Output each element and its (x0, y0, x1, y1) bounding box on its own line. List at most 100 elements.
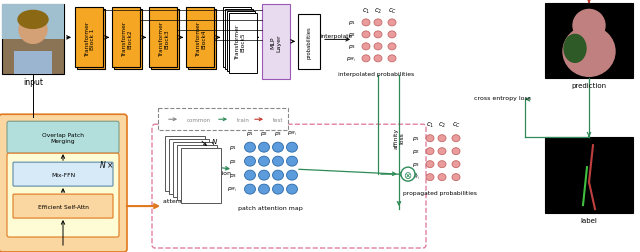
Bar (186, 8, 214, 68)
Text: Efficient Self-Attn: Efficient Self-Attn (38, 204, 88, 209)
Bar (169, 140, 209, 194)
Ellipse shape (273, 156, 284, 167)
Ellipse shape (388, 56, 396, 62)
Bar (545, 138, 633, 213)
Text: attention maps: attention maps (163, 198, 211, 203)
Ellipse shape (452, 135, 460, 142)
Text: test: test (273, 117, 284, 122)
Text: $p_3$: $p_3$ (229, 171, 237, 179)
Ellipse shape (426, 174, 434, 181)
Ellipse shape (452, 148, 460, 155)
Bar (149, 8, 177, 68)
Bar (181, 149, 221, 203)
Ellipse shape (273, 184, 284, 194)
Ellipse shape (362, 56, 370, 62)
Text: $p_3$: $p_3$ (412, 161, 420, 169)
Text: input: input (23, 77, 43, 86)
Ellipse shape (244, 184, 255, 194)
Ellipse shape (388, 44, 396, 51)
Text: $c_2$: $c_2$ (438, 120, 446, 129)
Ellipse shape (563, 27, 615, 77)
Text: Transformer
Block2: Transformer Block2 (122, 22, 132, 57)
Text: $c_1$: $c_1$ (362, 7, 370, 16)
Bar (112, 8, 140, 68)
Text: $p_{M_i}$: $p_{M_i}$ (410, 173, 420, 182)
Ellipse shape (374, 44, 382, 51)
Text: $p_2$: $p_2$ (229, 158, 237, 166)
Ellipse shape (438, 148, 446, 155)
Text: $c_1$: $c_1$ (426, 120, 434, 129)
Text: Mix-FFN: Mix-FFN (51, 172, 75, 177)
Ellipse shape (259, 143, 269, 152)
Bar (151, 10, 179, 70)
Circle shape (401, 168, 415, 181)
Circle shape (19, 16, 47, 44)
Text: interpolated probabilities: interpolated probabilities (338, 72, 414, 77)
Ellipse shape (426, 135, 434, 142)
Ellipse shape (287, 143, 298, 152)
Text: common: common (187, 117, 211, 122)
Ellipse shape (287, 184, 298, 194)
FancyBboxPatch shape (0, 115, 127, 252)
Ellipse shape (362, 32, 370, 39)
Bar (177, 146, 217, 200)
Ellipse shape (287, 170, 298, 180)
Ellipse shape (259, 156, 269, 167)
Text: $c_C$: $c_C$ (388, 7, 396, 16)
Ellipse shape (452, 174, 460, 181)
Bar (225, 10, 253, 70)
Text: $p_3$: $p_3$ (274, 130, 282, 138)
Ellipse shape (259, 184, 269, 194)
Text: patch attention map: patch attention map (237, 205, 302, 210)
FancyBboxPatch shape (7, 153, 119, 237)
Ellipse shape (244, 143, 255, 152)
Text: $p_{M_i}$: $p_{M_i}$ (287, 130, 297, 138)
Text: cross entropy loss: cross entropy loss (474, 96, 531, 100)
Text: Transformer
Block 1: Transformer Block 1 (84, 22, 95, 57)
Ellipse shape (388, 20, 396, 27)
Circle shape (573, 10, 605, 42)
Text: Transformer
Block3: Transformer Block3 (159, 22, 170, 57)
Bar (223, 8, 251, 68)
Ellipse shape (273, 170, 284, 180)
Text: $\otimes$: $\otimes$ (403, 169, 413, 180)
Text: $p_{M_i}$: $p_{M_i}$ (346, 55, 356, 63)
Bar (298, 15, 320, 70)
Text: $p_1$: $p_1$ (412, 135, 420, 143)
Ellipse shape (426, 148, 434, 155)
Ellipse shape (452, 161, 460, 168)
Ellipse shape (362, 44, 370, 51)
Ellipse shape (438, 161, 446, 168)
Text: affinity
loss: affinity loss (394, 127, 404, 148)
Bar (114, 10, 142, 70)
Text: Transformer
Block4: Transformer Block4 (196, 22, 206, 57)
Ellipse shape (18, 11, 48, 29)
Text: fusion: fusion (212, 170, 232, 175)
Text: probabilities: probabilities (307, 26, 312, 59)
Text: $p_2$: $p_2$ (260, 130, 268, 138)
Bar (229, 14, 257, 74)
Text: $N\times$: $N\times$ (99, 159, 114, 170)
FancyBboxPatch shape (13, 163, 113, 186)
Ellipse shape (362, 20, 370, 27)
Bar (173, 143, 213, 197)
Bar (2, 5, 64, 40)
Text: MLP
Layer: MLP Layer (271, 34, 282, 51)
Ellipse shape (374, 56, 382, 62)
Text: label: label (580, 217, 597, 223)
Ellipse shape (244, 156, 255, 167)
Ellipse shape (287, 156, 298, 167)
Text: $p_1$: $p_1$ (348, 19, 356, 27)
FancyBboxPatch shape (13, 194, 113, 218)
Bar (165, 137, 205, 191)
Bar (77, 10, 105, 70)
Text: interpolate: interpolate (321, 34, 353, 39)
Ellipse shape (374, 20, 382, 27)
Ellipse shape (438, 174, 446, 181)
Text: propagated probabilities: propagated probabilities (403, 190, 477, 195)
Bar (75, 8, 103, 68)
Ellipse shape (388, 32, 396, 39)
Text: $c_2$: $c_2$ (374, 7, 382, 16)
Bar (188, 10, 216, 70)
Bar (158, 109, 288, 131)
